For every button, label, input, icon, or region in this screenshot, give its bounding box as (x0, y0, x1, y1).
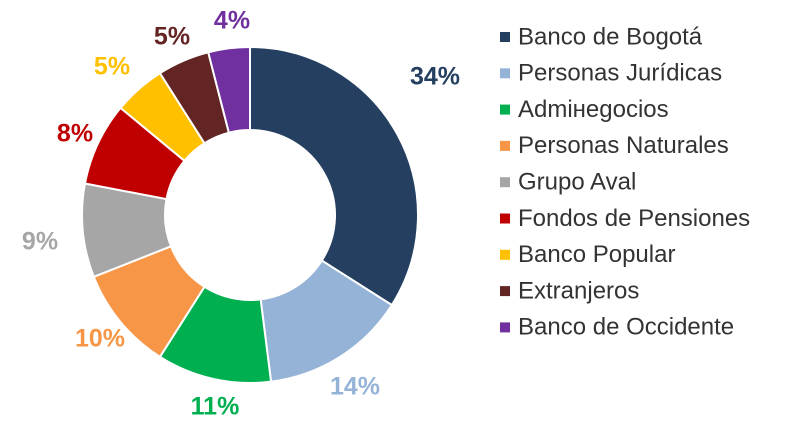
data-label: 10% (75, 325, 125, 353)
legend-label: Banco de Bogotá (518, 23, 703, 50)
legend-swatch (500, 177, 510, 188)
donut-slice (249, 45, 419, 307)
legend-swatch (500, 286, 510, 297)
legend-swatch (500, 104, 510, 115)
data-label: 4% (214, 7, 250, 35)
legend-label: Personas Naturales (518, 132, 729, 159)
legend-swatch (500, 68, 510, 79)
legend-label: Admінegocios (518, 96, 669, 123)
legend-swatch (500, 140, 510, 151)
donut-slice (207, 45, 251, 134)
legend-label: Grupo Aval (518, 169, 636, 196)
data-label: 11% (191, 393, 240, 421)
legend-swatch (500, 249, 510, 260)
data-label: 9% (22, 228, 58, 256)
legend-swatch (500, 32, 510, 42)
data-label: 14% (330, 373, 380, 401)
data-label: 5% (154, 23, 190, 51)
data-label: 5% (94, 53, 130, 81)
legend-swatch (500, 322, 510, 333)
legend-label: Banco de Occidente (518, 314, 734, 341)
legend-label: Fondos de Pensiones (518, 205, 750, 232)
data-label: 8% (57, 120, 93, 148)
legend-swatch (500, 213, 510, 224)
legend-label: Personas Jurídicas (518, 60, 722, 87)
legend-label: Extranjeros (518, 277, 639, 304)
data-label: 34% (410, 63, 460, 91)
legend-label: Banco Popular (518, 241, 675, 268)
